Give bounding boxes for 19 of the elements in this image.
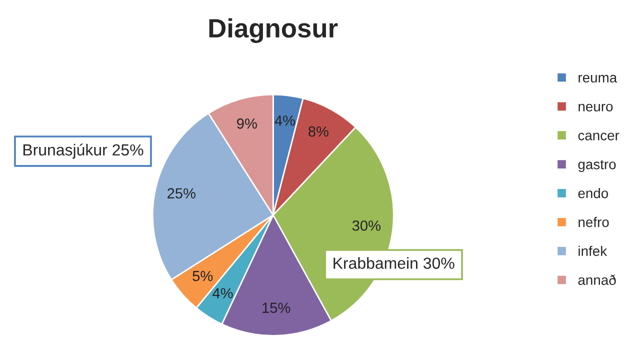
data-label: 15% <box>262 302 290 313</box>
data-label: 8% <box>308 126 328 137</box>
legend-label: nefro <box>578 216 609 228</box>
legend-label: annað <box>578 274 616 285</box>
legend-label: gastro <box>578 160 616 172</box>
text: Brunasjúkur 25% <box>23 144 144 159</box>
data-label: 4% <box>274 115 295 126</box>
legend-label: neuro <box>578 104 613 112</box>
legend-label: endo <box>578 188 608 198</box>
data-label: 5% <box>192 270 213 282</box>
legend-label: reuma <box>578 74 618 83</box>
data-label: 4% <box>212 288 233 298</box>
legend-label: infek <box>578 246 608 256</box>
chart-title: Diagnosur <box>209 18 338 43</box>
data-label: 9% <box>237 118 257 129</box>
text: Krabbamein 30% <box>334 257 454 269</box>
data-label: 25% <box>168 188 196 199</box>
data-label: 30% <box>352 220 380 231</box>
legend-label: cancer <box>578 132 620 140</box>
